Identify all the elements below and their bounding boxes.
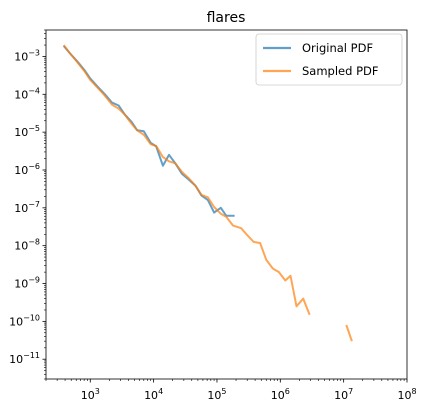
y-tick-label: 10−9	[14, 276, 40, 291]
x-tick-label: 105	[207, 387, 226, 402]
legend: Original PDF Sampled PDF	[255, 33, 403, 86]
series-line-sampled-pdf	[345, 324, 353, 342]
y-tick-label: 10−11	[9, 351, 40, 366]
y-tick-label: 10−6	[14, 162, 40, 177]
y-tick-label: 10−5	[14, 124, 40, 139]
x-tick-label: 107	[334, 387, 353, 402]
series-line-sampled-pdf	[62, 44, 311, 316]
y-tick-label: 10−10	[9, 313, 40, 328]
legend-label-original: Original PDF	[302, 41, 373, 55]
legend-label-sampled: Sampled PDF	[302, 64, 378, 78]
y-tick-label: 10−8	[14, 238, 40, 253]
axes-frame	[45, 29, 408, 380]
y-tick-label: 10−4	[14, 86, 40, 101]
x-tick-label: 103	[81, 387, 100, 402]
plot-area: 103 104 105 106 107 108 10−3 10−4 10−5 10−6 10−7 10…	[9, 29, 417, 402]
chart-title: flares	[207, 10, 246, 26]
x-tick-label: 108	[397, 387, 416, 402]
y-tick-label: 10−7	[14, 200, 40, 215]
legend-box	[255, 33, 403, 86]
x-tick-label: 106	[271, 387, 290, 402]
x-tick-label: 104	[144, 387, 163, 402]
y-tick-label: 10−3	[14, 48, 40, 63]
